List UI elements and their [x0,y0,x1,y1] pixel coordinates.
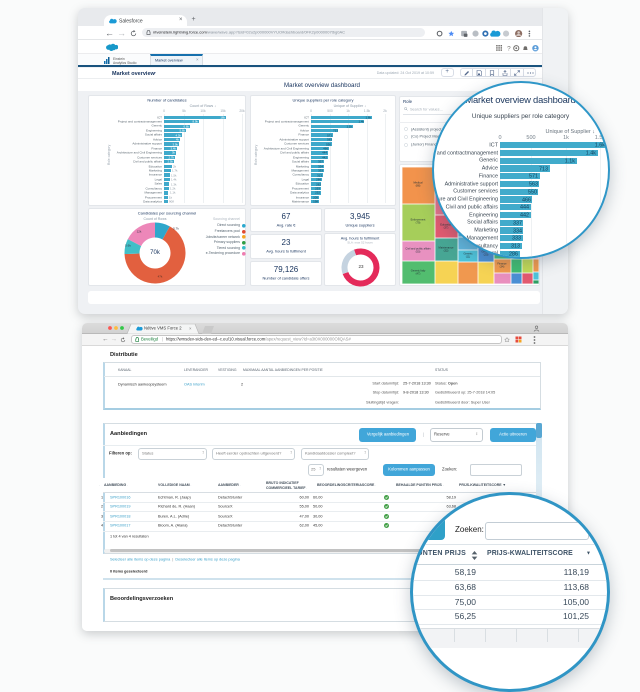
svg-text:?: ? [507,46,511,52]
